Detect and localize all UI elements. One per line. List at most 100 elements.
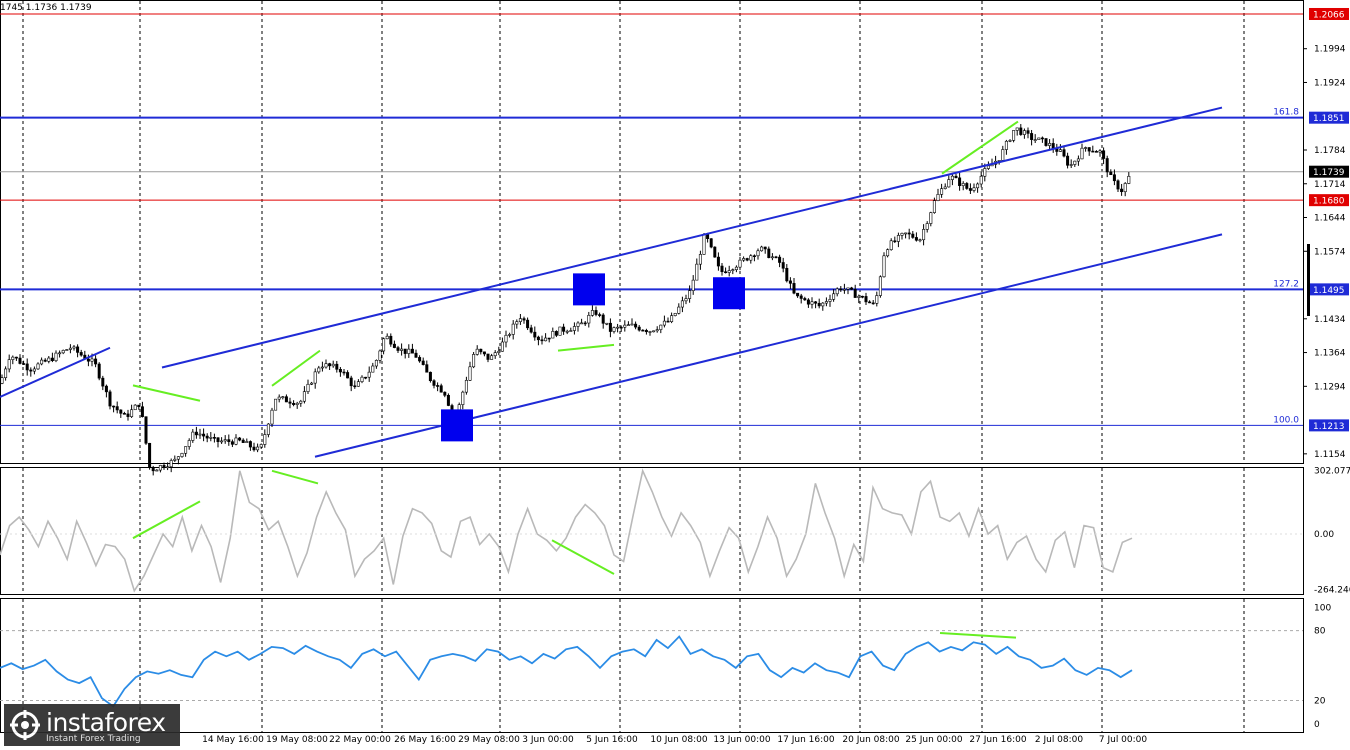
candle-body: [619, 326, 623, 329]
candle-body: [511, 323, 515, 335]
candle-body: [792, 283, 796, 294]
price-label-box: [1309, 194, 1349, 207]
candle-body: [173, 458, 177, 461]
x-tick-label: 29 May 08:00: [458, 735, 520, 745]
candle-body: [677, 306, 681, 314]
candle-body: [86, 358, 90, 362]
candle-body: [738, 259, 742, 268]
candle-body: [36, 363, 40, 370]
candle-body: [500, 341, 504, 352]
cci-divergence-line: [132, 500, 201, 540]
candle-body: [324, 363, 328, 368]
candle-body: [529, 327, 533, 333]
candle-body: [756, 250, 760, 257]
candle-body: [194, 431, 198, 436]
candle-body: [518, 318, 522, 322]
candle-body: [986, 165, 990, 169]
candle-body: [821, 302, 825, 307]
candle-body: [7, 359, 11, 370]
candle-body: [392, 343, 396, 348]
candle-body: [824, 301, 828, 304]
candle-body: [320, 366, 324, 369]
candle-body: [554, 331, 558, 336]
candle-body: [608, 322, 612, 332]
candle-body: [785, 267, 789, 282]
candle-body: [716, 256, 720, 267]
candle-body: [371, 365, 375, 373]
x-tick-label: 2 Jul 08:00: [1035, 735, 1084, 745]
candle-body: [666, 320, 670, 323]
signal-box: [713, 277, 745, 310]
candle-body: [684, 298, 688, 302]
candle-body: [936, 194, 940, 201]
candle-body: [1004, 140, 1008, 150]
candle-body: [781, 262, 785, 269]
candle-body: [1062, 149, 1066, 157]
candle-body: [947, 179, 951, 188]
candle-body: [533, 331, 537, 338]
candle-body: [558, 326, 562, 336]
candle-body: [1001, 149, 1005, 161]
candle-body: [522, 318, 526, 321]
candle-body: [1098, 150, 1102, 153]
candle-body: [925, 223, 929, 230]
candle-body: [788, 280, 792, 284]
candle-body: [706, 234, 710, 239]
candle-body: [58, 352, 62, 355]
candle-body: [896, 235, 900, 242]
candle-body: [796, 292, 800, 297]
candle-body: [637, 326, 641, 331]
candle-body: [266, 423, 270, 435]
brand-name: instaforex: [46, 708, 166, 737]
candle-body: [652, 330, 656, 333]
candle-body: [270, 409, 274, 425]
candle-body: [227, 439, 231, 442]
candle-body: [407, 348, 411, 354]
candle-body: [223, 439, 227, 442]
candle-body: [972, 187, 976, 191]
candle-body: [248, 441, 252, 448]
candle-body: [310, 382, 314, 385]
candle-body: [562, 326, 566, 332]
price-label: 1.1680: [1313, 197, 1345, 207]
candle-body: [18, 357, 22, 364]
candle-body: [356, 381, 360, 387]
candle-body: [565, 330, 569, 333]
candle-body: [662, 320, 666, 326]
candle-body: [839, 288, 843, 291]
y-tick-label: 1.1434: [1314, 315, 1346, 325]
candle-body: [335, 363, 339, 370]
pane-frame-1: [0, 467, 1304, 595]
candle-body: [468, 366, 472, 381]
x-tick-label: 20 Jun 08:00: [842, 735, 899, 745]
candle-body: [479, 348, 483, 353]
candle-body: [976, 183, 980, 189]
candle-body: [148, 442, 152, 468]
candle-body: [871, 302, 875, 305]
candle-body: [1008, 140, 1012, 142]
candle-body: [43, 359, 47, 362]
candle-body: [698, 254, 702, 265]
candle-body: [443, 391, 447, 396]
candle-body: [799, 295, 803, 299]
candle-body: [263, 434, 267, 445]
signal-box: [441, 409, 473, 442]
candle-body: [133, 404, 137, 411]
y-tick-label: 1.1574: [1314, 247, 1346, 257]
candle-body: [436, 385, 440, 387]
candle-body: [889, 240, 893, 250]
candle-body: [137, 404, 141, 407]
x-tick-label: 7 Jul 00:00: [1099, 735, 1148, 745]
candle-body: [364, 376, 368, 379]
candle-body: [414, 352, 418, 358]
candle-body: [702, 234, 706, 255]
cci-tick-label: 302.077: [1314, 466, 1350, 476]
candle-body: [817, 302, 821, 307]
candle-body: [241, 439, 245, 443]
candle-body: [4, 368, 8, 378]
candle-body: [338, 368, 342, 373]
candle-body: [950, 175, 954, 180]
candle-body: [1069, 164, 1073, 166]
candle-body: [14, 356, 18, 359]
candle-body: [673, 313, 677, 316]
